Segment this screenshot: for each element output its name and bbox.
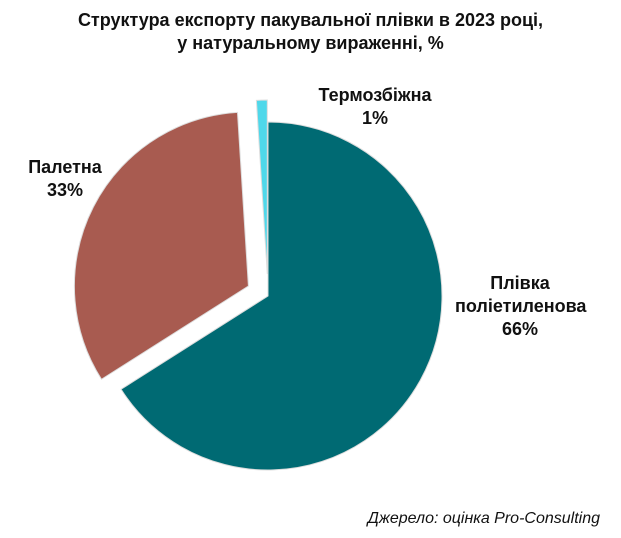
category-label: Палетна	[28, 157, 102, 177]
value-label: 33%	[46, 180, 84, 200]
chart-title: Структура експорту пакувальної плівки в …	[77, 10, 544, 30]
source-note: Джерело: оцінка Pro-Consulting	[367, 510, 600, 527]
pie-slice	[120, 121, 443, 471]
category-label: Плівка поліетиленова	[455, 273, 587, 316]
slice-label: Плівка поліетиленова 66%	[455, 272, 587, 341]
pie-slice	[255, 99, 268, 275]
slice-label: Палетна 33%	[20, 156, 110, 202]
slice-label: Термозбіжна 1%	[300, 84, 450, 130]
value-label: 1%	[361, 108, 388, 128]
category-label: Термозбіжна	[318, 85, 432, 105]
pie-slice	[73, 111, 249, 380]
value-label: 66%	[501, 319, 539, 339]
chart-title: у натуральному вираженні, %	[177, 33, 444, 53]
